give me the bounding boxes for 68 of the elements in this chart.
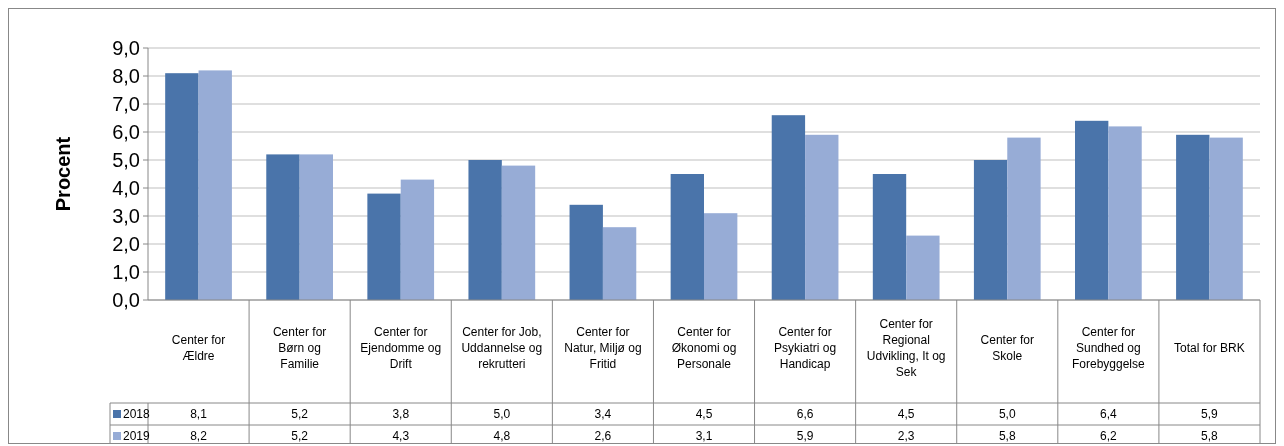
bar [569,204,603,300]
y-tick-label: 4,0 [112,177,140,199]
data-label: 4,3 [392,429,410,444]
bar [367,193,401,300]
x-tick-label: Center for Økonomi og Personale [671,324,737,371]
data-label: 5,8 [1201,429,1219,444]
bar [872,174,907,300]
bar [906,235,940,300]
y-tick-label: 9,0 [112,37,140,59]
bar [670,174,704,300]
y-tick-label: 2,0 [112,233,140,255]
y-tick-label: 5,0 [112,149,140,171]
y-tick-label: 8,0 [112,65,140,87]
bar [299,154,333,300]
x-tick-label: Center for Job, Uddannelse og rekrutteri [461,324,543,371]
data-label: 3,1 [695,429,713,444]
bar [1007,137,1041,300]
data-label: 6,6 [796,407,814,422]
data-label: 5,2 [291,407,309,422]
data-label: 8,2 [190,429,208,444]
legend-label: 2018 [123,407,151,422]
data-label: 5,0 [998,407,1016,422]
bar [468,160,502,300]
bar [704,213,738,300]
bar [1108,126,1142,300]
data-label: 6,4 [1100,407,1118,422]
data-label: 4,5 [695,407,713,422]
data-label: 5,2 [291,429,309,444]
y-tick-label: 7,0 [112,93,140,115]
bar [198,70,232,300]
x-tick-label: Center for Natur, Miljø og Fritid [564,324,642,371]
x-tick-label: Center for Ældre [171,332,226,363]
bar [1176,134,1210,300]
data-label: 2,6 [594,429,612,444]
x-tick-label: Center for Sundhed og Forebyggelse [1072,324,1146,371]
data-label: 4,8 [493,429,511,444]
data-label: 6,2 [1100,429,1118,444]
y-tick-label: 0,0 [112,289,140,311]
x-tick-label: Center for Ejendomme og Drift [360,324,442,371]
data-label: 5,9 [796,429,814,444]
legend-label: 2019 [123,429,151,444]
bar [602,227,637,300]
x-tick-label: Center for Børn og Familie [272,324,327,371]
data-label: 5,9 [1201,407,1219,422]
bar [501,165,536,300]
data-label: 4,5 [897,407,915,422]
y-tick-label: 3,0 [112,205,140,227]
y-tick-label: 1,0 [112,261,140,283]
bar [165,73,199,300]
bar [400,179,435,300]
x-tick-label: Center for Skole [980,332,1034,363]
x-tick-label: Center for Regional Udvikling, It og Sek [866,316,946,379]
data-label: 8,1 [190,407,208,422]
y-axis-title: Procent [52,136,74,212]
data-label: 3,4 [594,407,612,422]
y-tick-label: 6,0 [112,121,140,143]
bar [973,160,1008,300]
data-label: 3,8 [392,407,410,422]
x-tick-label: Total for BRK [1174,340,1245,355]
data-label: 5,8 [998,429,1016,444]
data-label: 2,3 [897,429,915,444]
bar [805,134,839,300]
bar [771,115,806,300]
x-tick-label: Center for Psykiatri og Handicap [774,324,837,371]
bar [1209,137,1243,300]
data-label: 5,0 [493,407,511,422]
bar [1075,120,1109,300]
bar [266,154,300,300]
